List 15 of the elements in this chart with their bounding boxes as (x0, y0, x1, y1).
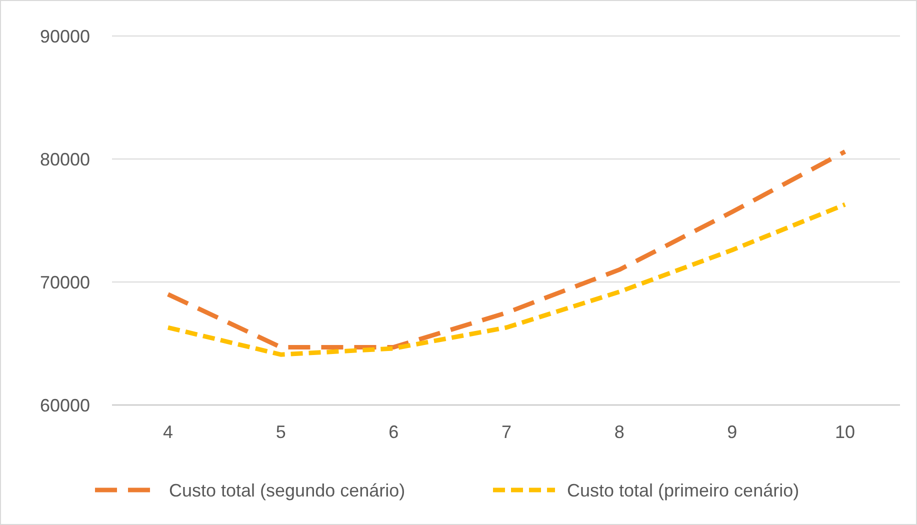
legend-label: Custo total (segundo cenário) (169, 480, 406, 500)
x-tick-label: 7 (501, 422, 512, 442)
legend-label: Custo total (primeiro cenário) (567, 480, 800, 500)
line-series (166, 202, 848, 357)
x-tick-label: 8 (614, 422, 624, 442)
y-tick-label: 60000 (40, 395, 90, 416)
x-tick-label: 6 (388, 422, 399, 442)
x-tick-label: 5 (276, 422, 286, 442)
x-tick-label: 4 (162, 422, 174, 442)
y-tick-label: 70000 (40, 272, 90, 292)
x-tick-label: 9 (727, 422, 738, 442)
line-series (166, 149, 848, 350)
y-tick-label: 80000 (40, 149, 90, 170)
y-tick-label: 90000 (40, 26, 90, 46)
x-tick-label: 10 (834, 422, 856, 442)
